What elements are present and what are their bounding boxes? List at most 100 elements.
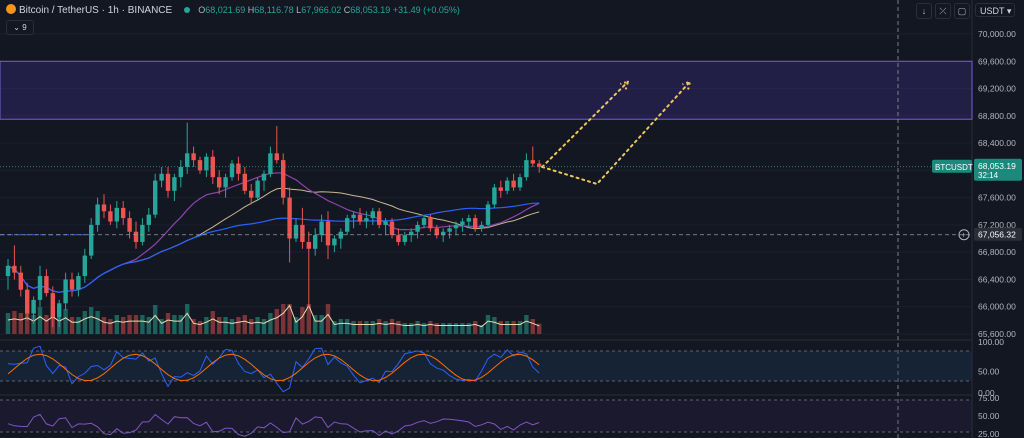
candle-body [249,190,254,198]
candle-body [44,276,49,294]
candle-body [306,241,311,249]
volume-bar [101,317,107,334]
candle-body [178,166,183,178]
candle-body [133,231,139,242]
stoch-k-line [7,345,540,393]
volume-bar [108,319,113,334]
candle-body [25,289,30,314]
candle-body [473,218,478,229]
candle-body [434,228,439,236]
currency-select[interactable]: USDT ▾ [975,3,1015,17]
candles [5,122,542,328]
osc1-tick-label: 100.00 [978,337,1004,347]
volume-bar [306,304,311,334]
candle-body [242,173,247,191]
volume-bar [37,307,43,334]
volume-bar [332,321,337,334]
crosshair-price-label: 67,056.32 [978,230,1016,240]
candle-body [146,214,151,225]
candle-body [345,218,350,232]
osc1-tick-label: 0.00 [978,388,995,398]
volume-bar [517,321,523,334]
candle-body [287,197,292,239]
volume-bar [453,323,459,334]
candle-body [101,204,107,212]
candle-body [453,224,459,229]
candle-body [325,221,331,246]
volume-bar [524,315,529,334]
candle-body [95,204,100,225]
countdown-label: 32:14 [978,171,999,180]
candle-body [415,224,420,232]
candle-body [31,299,36,314]
volume-bar [287,304,292,334]
candle-body [370,211,375,219]
symbol-info[interactable]: Bitcoin / TetherUS · 1h · BINANCE O68,021… [6,4,460,16]
candle-body [281,160,286,198]
volume-bar [44,315,49,334]
volume-bar [370,321,375,334]
projection-arrow-1 [541,80,691,186]
price-tick-label: 66,800.00 [978,247,1016,257]
candle-body [255,180,260,198]
candle-body [204,156,209,171]
candle-body [319,221,324,236]
volume-bar [492,317,497,334]
indicators-toggle[interactable]: ⌄ 9 [6,20,34,35]
price-axis[interactable]: 70,000.00 69,600.00 69,200.00 68,800.00 68,4… [932,29,1022,438]
candle-body [57,303,62,317]
candle-body [517,177,523,188]
candle-body [268,153,273,174]
candle-body [108,211,113,222]
candle-body [37,276,43,300]
price-tick-label: 67,200.00 [978,220,1016,230]
volume-bar [479,325,484,334]
candle-body [12,265,17,273]
volume-bar [293,317,299,334]
volume-bar [133,315,139,334]
rsi-line [7,413,540,437]
symbol-title: Bitcoin / TetherUS · 1h · BINANCE [19,5,173,16]
ohlc-values: O68,021.69 H68,116.78 L67,966.02 C68,053… [198,5,460,15]
price-tick-label: 68,800.00 [978,111,1016,121]
volume-bar [383,321,388,334]
price-tick-label: 66,000.00 [978,302,1016,312]
candle-body [402,235,407,242]
volume-bar [204,317,209,334]
rsi-band [0,400,972,432]
volume-bar [313,315,318,334]
last-price-label: 68,053.19 [978,161,1016,171]
volume-bar [146,317,151,334]
candle-body [210,156,215,178]
volume-bar [434,323,439,334]
volume-bar [325,304,331,334]
collapse-icon[interactable]: ⤫ [935,3,951,19]
fullscreen-icon[interactable]: ▢ [954,3,970,19]
candle-body [121,207,126,219]
candle-body [89,224,94,256]
candle-body [351,214,356,219]
last-price-label-bg [974,158,1022,181]
candle-body [537,163,542,167]
price-tick-label: 65,600.00 [978,329,1016,339]
moving-average-slow [7,187,540,293]
volume-bar [229,319,235,334]
volume-bar [421,323,427,334]
volume-bar [127,315,132,334]
down-arrow-icon[interactable]: ↓ [916,3,932,19]
candle-body [300,224,305,242]
volume-bar [364,321,369,334]
volume-bar [447,323,452,334]
volume-bar [274,309,279,334]
volume-bar [466,323,471,334]
candle-body [357,214,363,222]
candle-body [293,224,299,239]
volume-bar [409,323,414,334]
candle-body [69,279,75,290]
volume-bar [261,319,267,334]
candle-body [530,160,535,164]
candle-body [223,177,228,188]
volume-bar [511,321,516,334]
candle-body [229,163,235,178]
